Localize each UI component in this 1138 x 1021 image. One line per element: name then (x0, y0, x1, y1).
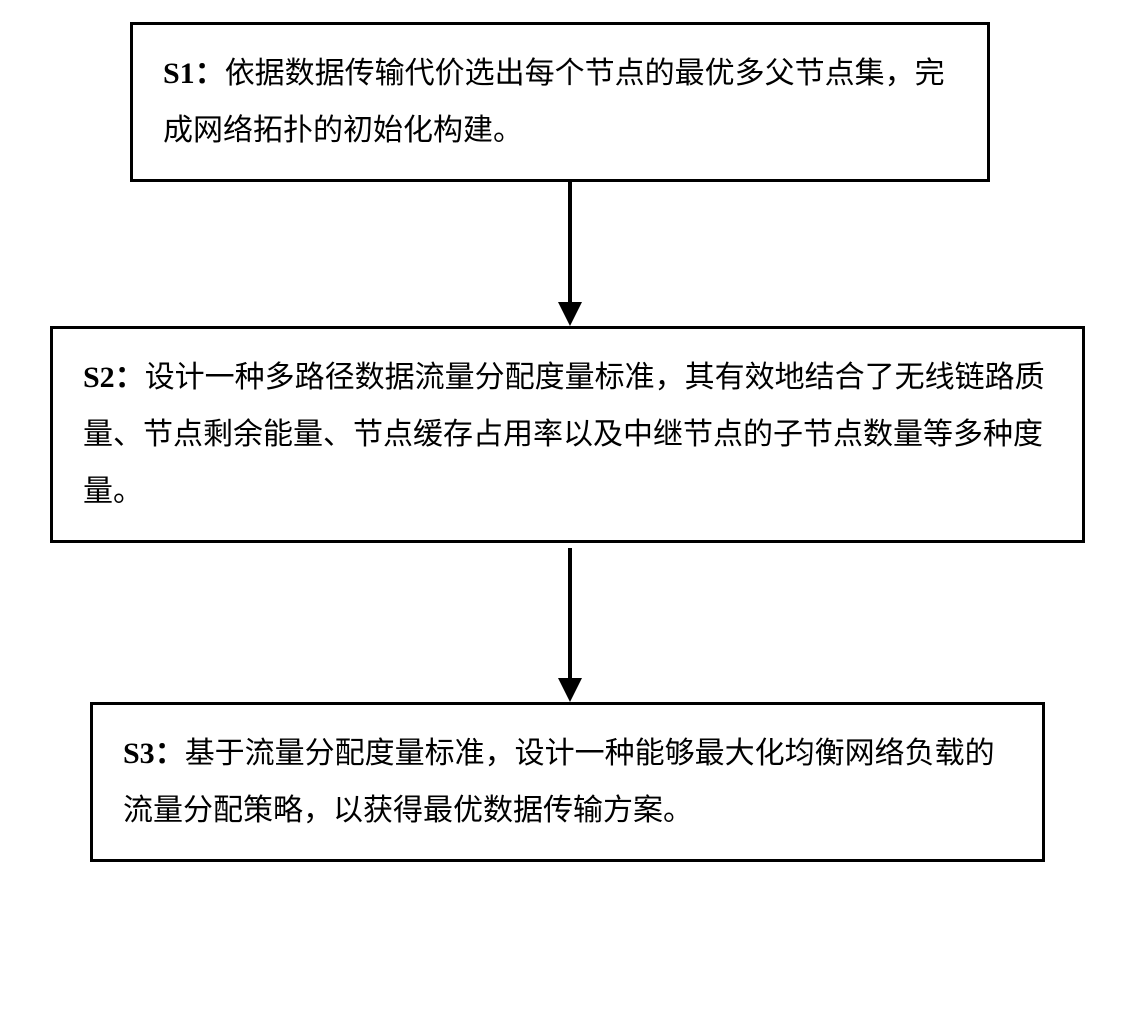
arrow-line-s2-s3 (568, 548, 572, 682)
flowchart-container: S1：依据数据传输代价选出每个节点的最优多父节点集，完成网络拓扑的初始化构建。 … (0, 0, 1138, 1021)
node-text-s2: 设计一种多路径数据流量分配度量标准，其有效地结合了无线链路质量、节点剩余能量、节… (83, 361, 1045, 508)
node-label-s3: S3： (123, 737, 185, 770)
node-label-s1: S1： (163, 57, 225, 90)
node-text-s3: 基于流量分配度量标准，设计一种能够最大化均衡网络负载的流量分配策略，以获得最优数… (123, 737, 995, 827)
node-label-s2: S2： (83, 361, 145, 394)
arrow-line-s1-s2 (568, 181, 572, 306)
arrow-head-s1-s2 (558, 302, 582, 326)
flowchart-node-s3: S3：基于流量分配度量标准，设计一种能够最大化均衡网络负载的流量分配策略，以获得… (90, 702, 1045, 862)
flowchart-node-s1: S1：依据数据传输代价选出每个节点的最优多父节点集，完成网络拓扑的初始化构建。 (130, 22, 990, 182)
arrow-head-s2-s3 (558, 678, 582, 702)
flowchart-node-s2: S2：设计一种多路径数据流量分配度量标准，其有效地结合了无线链路质量、节点剩余能… (50, 326, 1085, 543)
node-text-s1: 依据数据传输代价选出每个节点的最优多父节点集，完成网络拓扑的初始化构建。 (163, 57, 945, 147)
